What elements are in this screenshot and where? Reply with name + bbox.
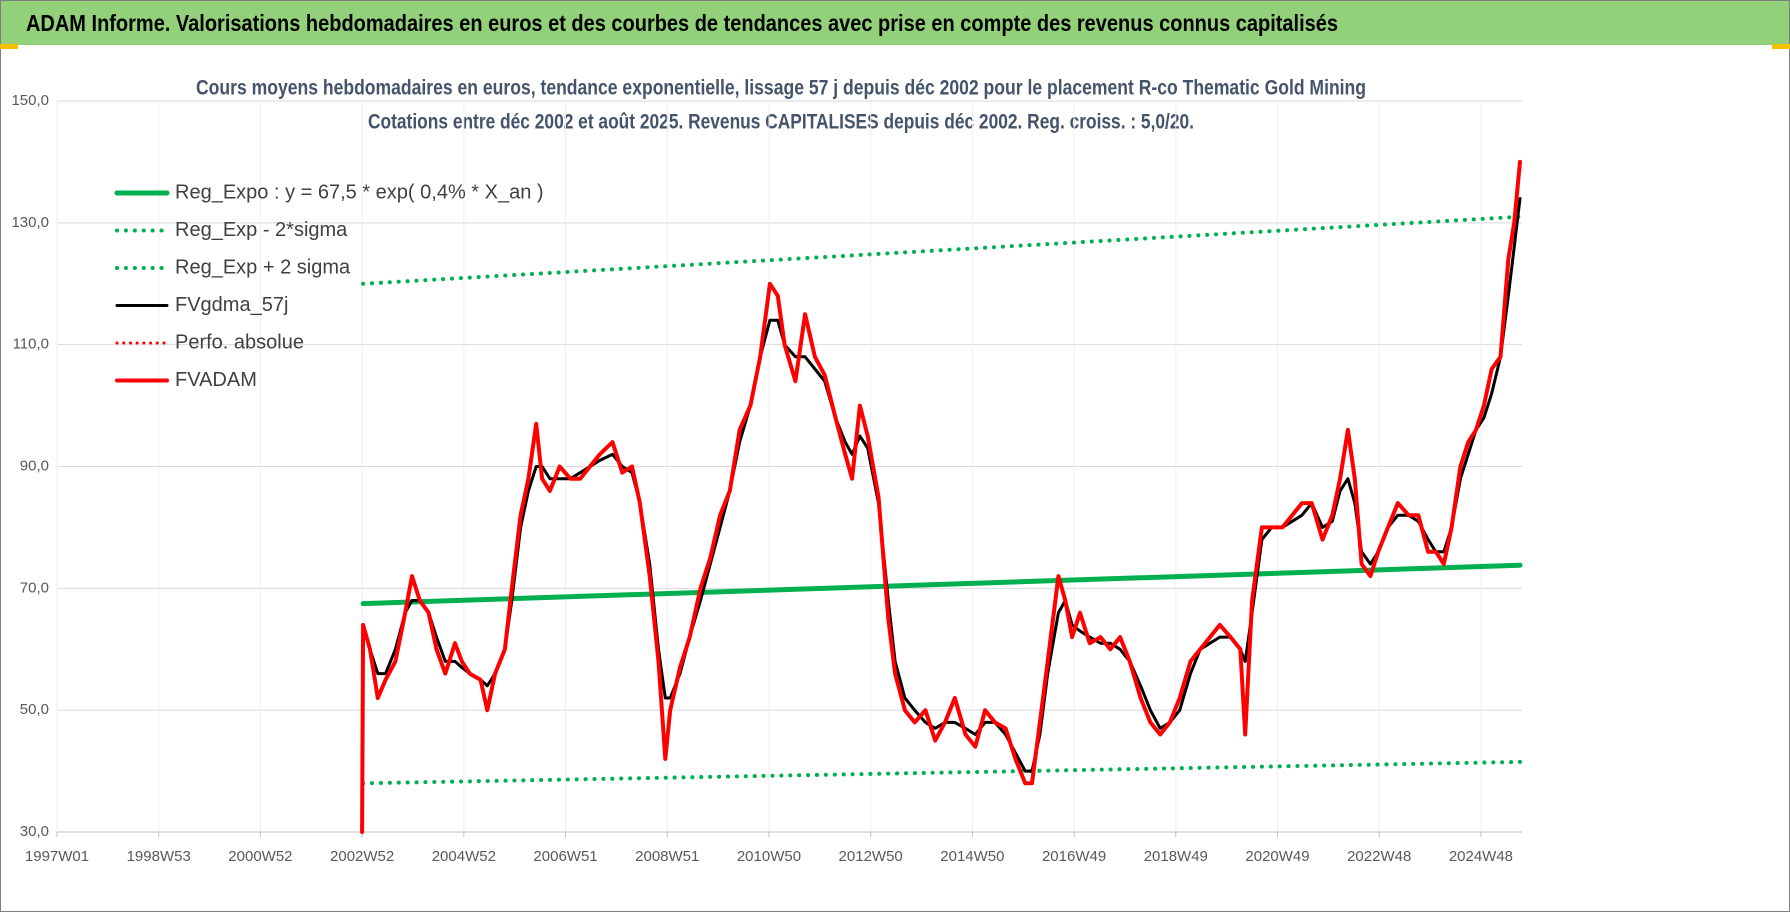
- legend: Reg_Expo : y = 67,5 * exp( 0,4% * X_an )…: [114, 181, 544, 391]
- series-line: [361, 214, 1522, 286]
- grid: 30,0 50,0 70,0 90,0 110,0 130,0 150,0 1997W01 19…: [11, 92, 1522, 865]
- y-tick-label: 90,0: [20, 457, 49, 474]
- corner-mark: [1772, 44, 1790, 49]
- legend-label: Perfo. absolue: [175, 331, 304, 353]
- legend-label: Reg_Exp + 2 sigma: [175, 256, 351, 278]
- corner-mark: [0, 44, 18, 49]
- x-tick-label: 2014W50: [940, 848, 1004, 865]
- x-tick-label: 2000W52: [228, 848, 292, 865]
- legend-label: FVgdma_57j: [175, 294, 288, 316]
- x-tick-label: 2016W49: [1042, 848, 1106, 865]
- x-tick-label: 2020W49: [1245, 848, 1309, 865]
- x-tick-label: 2024W48: [1449, 848, 1513, 865]
- series-line: [360, 562, 1523, 607]
- header-band: [1, 1, 1789, 45]
- legend-label: Reg_Expo : y = 67,5 * exp( 0,4% * X_an ): [175, 181, 544, 203]
- x-tick-label: 1997W01: [25, 848, 89, 865]
- x-tick-label: 2004W52: [432, 848, 496, 865]
- x-tick-label: 2006W51: [533, 848, 597, 865]
- y-tick-label: 70,0: [20, 579, 49, 596]
- legend-label: Reg_Exp - 2*sigma: [175, 219, 348, 241]
- x-tick-label: 2018W49: [1144, 848, 1208, 865]
- x-tick-label: 2012W50: [839, 848, 903, 865]
- x-tick-label: 2010W50: [737, 848, 801, 865]
- chart-subtitle: Cotations entre déc 2002 et août 2025. R…: [368, 111, 1194, 134]
- y-tick-label: 150,0: [11, 92, 49, 109]
- y-tick-label: 110,0: [13, 336, 49, 353]
- y-tick-label: 30,0: [20, 823, 49, 840]
- x-tick-label: 2008W51: [635, 848, 699, 865]
- x-tick-label: 2022W48: [1347, 848, 1411, 865]
- series-line: [360, 159, 1522, 834]
- header-title: ADAM Informe. Valorisations hebdomadaire…: [26, 10, 1338, 36]
- chart-title: Cours moyens hebdomadaires en euros, ten…: [196, 77, 1366, 100]
- plot: [360, 159, 1523, 834]
- series-line: [361, 759, 1522, 786]
- x-tick-label: 1998W53: [127, 848, 191, 865]
- y-tick-label: 130,0: [11, 214, 49, 231]
- y-tick-label: 50,0: [20, 701, 49, 718]
- legend-label: FVADAM: [175, 369, 257, 391]
- x-tick-label: 2002W52: [330, 848, 394, 865]
